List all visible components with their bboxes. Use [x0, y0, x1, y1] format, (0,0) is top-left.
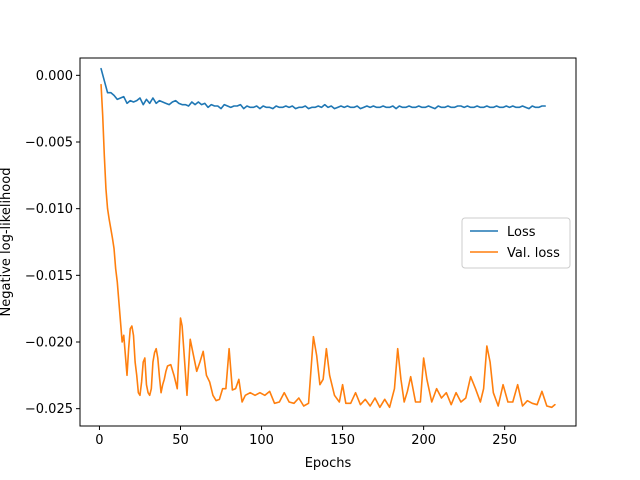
legend-label: Val. loss — [507, 246, 560, 261]
y-axis-label: Negative log-likelihood — [0, 168, 14, 317]
y-tick-label: −0.020 — [25, 336, 73, 351]
legend: Loss Val. loss — [461, 217, 571, 269]
legend-label: Loss — [507, 225, 536, 240]
y-tick-label: 0.000 — [36, 69, 73, 84]
series-line-val-loss — [100, 83, 556, 409]
y-axis: 0.000 −0.005 −0.010 −0.015 −0.020 −0.025 — [25, 69, 80, 417]
y-tick-label: −0.010 — [25, 202, 73, 217]
x-tick-label: 0 — [95, 433, 103, 448]
y-tick-label: −0.015 — [25, 269, 73, 284]
y-tick-label: −0.025 — [25, 402, 73, 417]
x-axis-label: Epochs — [305, 456, 352, 471]
series-line-loss — [100, 67, 547, 110]
x-tick-label: 250 — [492, 433, 517, 448]
x-tick-label: 150 — [330, 433, 355, 448]
x-tick-label: 50 — [172, 433, 189, 448]
x-axis: 0 50 100 150 200 250 — [95, 426, 517, 448]
axes-frame — [79, 57, 577, 427]
x-tick-label: 100 — [249, 433, 274, 448]
y-tick-label: −0.005 — [25, 136, 73, 151]
x-tick-label: 200 — [411, 433, 436, 448]
series-layer — [100, 67, 556, 409]
